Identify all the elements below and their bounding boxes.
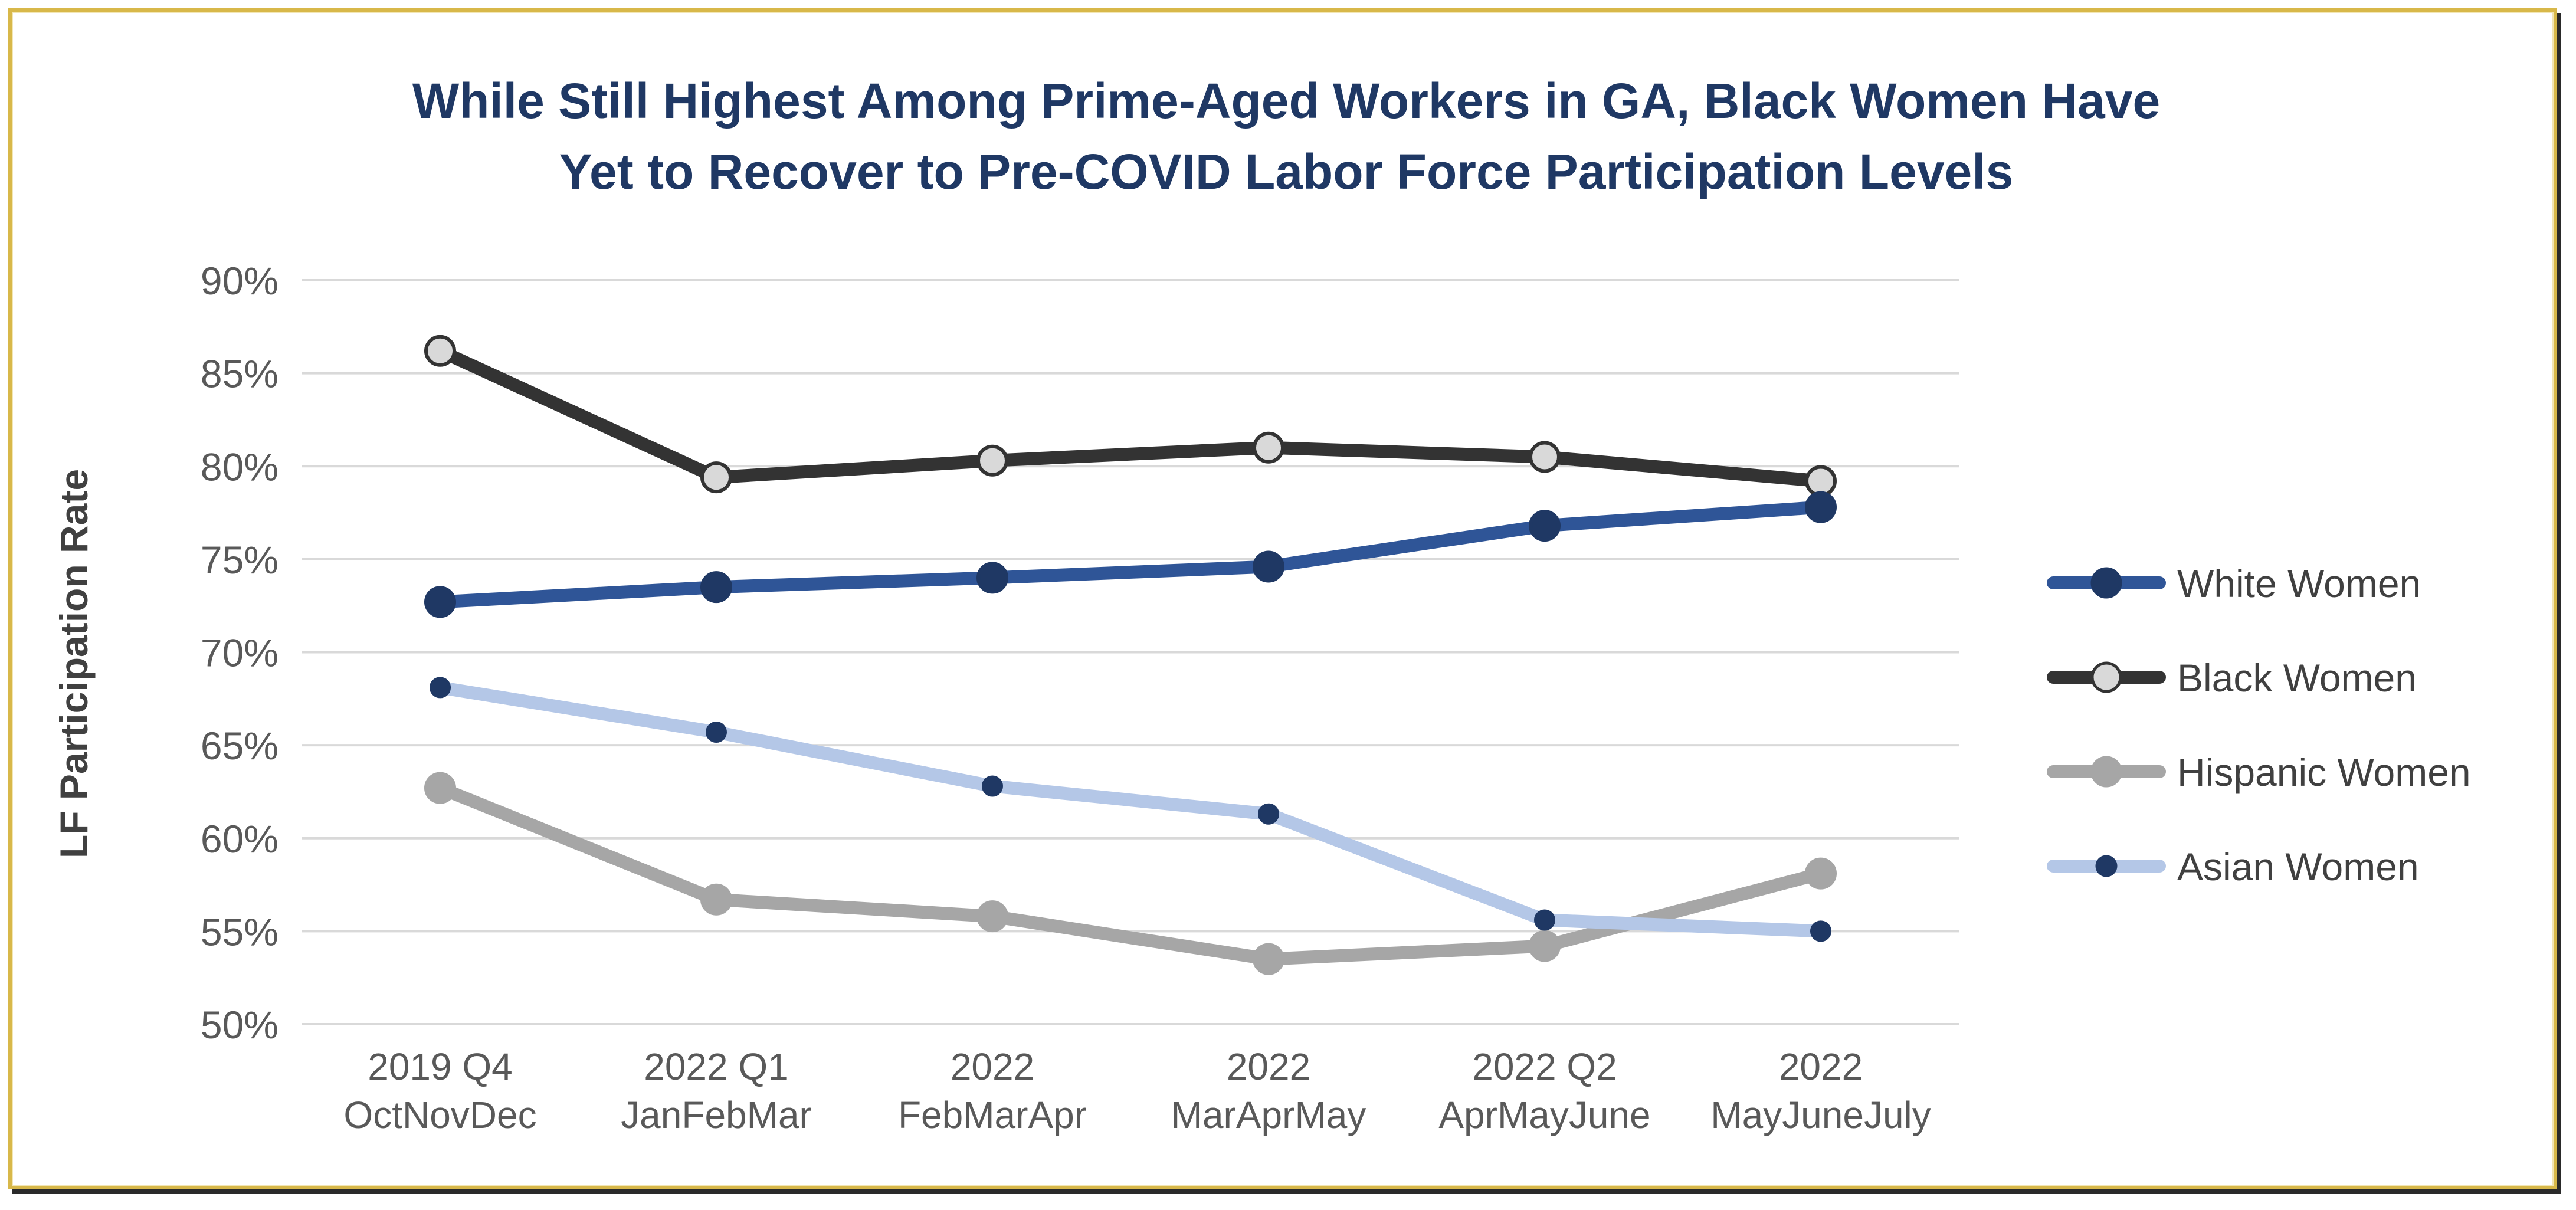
y-tick-label: 50%	[201, 1003, 278, 1047]
data-point	[1805, 491, 1837, 523]
data-point	[1529, 441, 1561, 473]
data-point	[706, 722, 727, 743]
series-lines	[424, 335, 1837, 975]
x-tick-label: MarAprMay	[1171, 1094, 1366, 1136]
data-point	[1253, 431, 1284, 464]
series-line	[434, 681, 1827, 938]
data-point	[1534, 909, 1555, 931]
data-point	[424, 335, 456, 367]
x-tick-label: 2022	[951, 1045, 1034, 1088]
y-tick-label: 90%	[201, 259, 278, 303]
y-tick-label: 65%	[201, 724, 278, 768]
chart-title: While Still Highest Among Prime-Aged Wor…	[412, 73, 2160, 199]
x-tick-label: 2022	[1779, 1045, 1863, 1088]
series-white-women	[424, 491, 1837, 618]
data-point	[700, 883, 732, 916]
x-tick-label: 2022	[1227, 1045, 1310, 1088]
series-line	[434, 344, 1827, 488]
data-point	[700, 571, 732, 604]
legend: White Women Black Women Hispanic Women Asia…	[2047, 562, 2471, 888]
data-point	[1529, 510, 1561, 542]
legend-marker	[2090, 661, 2122, 693]
series-black-women	[424, 335, 1837, 497]
y-tick-label: 55%	[201, 910, 278, 953]
data-point	[1805, 465, 1837, 497]
legend-label: Asian Women	[2177, 845, 2419, 888]
y-tick-label: 60%	[201, 817, 278, 861]
series-line	[434, 500, 1827, 609]
x-tick-label: MayJuneJuly	[1710, 1094, 1931, 1136]
data-point	[976, 444, 1008, 477]
chart-title-line-2: Yet to Recover to Pre-COVID Labor Force …	[559, 144, 2014, 199]
legend-marker	[2095, 855, 2118, 877]
x-axis-ticks: 2019 Q4 OctNovDec 2022 Q1 JanFebMar 2022 FebM…	[343, 1045, 1931, 1136]
data-point	[1253, 943, 1284, 975]
legend-item: Asian Women	[2047, 845, 2419, 888]
x-tick-label: 2022 Q2	[1472, 1045, 1617, 1088]
data-point	[976, 562, 1008, 594]
legend-item: Hispanic Women	[2047, 750, 2471, 794]
series-hispanic-women	[424, 772, 1837, 975]
x-tick-label: FebMarApr	[898, 1094, 1087, 1136]
legend-item: Black Women	[2047, 656, 2417, 700]
chart-frame: While Still Highest Among Prime-Aged Wor…	[8, 8, 2557, 1189]
y-tick-label: 85%	[201, 352, 278, 396]
data-point	[430, 677, 451, 699]
series-line	[434, 781, 1827, 966]
x-tick-label: OctNovDec	[343, 1094, 536, 1136]
x-tick-label: 2022 Q1	[644, 1045, 789, 1088]
legend-label: Black Women	[2177, 656, 2417, 700]
data-point	[1810, 920, 1831, 942]
data-point	[982, 775, 1003, 797]
chart-title-line-1: While Still Highest Among Prime-Aged Wor…	[412, 73, 2160, 129]
data-point	[700, 461, 732, 494]
legend-label: Hispanic Women	[2177, 750, 2471, 794]
y-axis-title: LF Participation Rate	[52, 469, 96, 858]
x-tick-label: 2019 Q4	[368, 1045, 513, 1088]
data-point	[1253, 550, 1284, 583]
y-axis-ticks: 50% 55% 60% 65% 70% 75% 80% 85% 90%	[201, 259, 278, 1047]
data-point	[976, 900, 1008, 933]
data-point	[1805, 857, 1837, 890]
y-tick-label: 80%	[201, 445, 278, 488]
x-tick-label: AprMayJune	[1438, 1094, 1650, 1136]
series-asian-women	[430, 677, 1831, 942]
x-tick-label: JanFebMar	[621, 1094, 812, 1136]
gridlines	[302, 279, 1959, 1025]
legend-marker	[2090, 756, 2122, 788]
data-point	[1529, 930, 1561, 962]
legend-item: White Women	[2047, 562, 2421, 605]
data-point	[424, 586, 456, 618]
line-chart: While Still Highest Among Prime-Aged Wor…	[52, 73, 2471, 1136]
y-tick-label: 75%	[201, 538, 278, 582]
legend-label: White Women	[2177, 562, 2421, 605]
y-tick-label: 70%	[201, 631, 278, 675]
legend-marker	[2090, 567, 2122, 599]
data-point	[1258, 803, 1279, 825]
data-point	[424, 772, 456, 804]
